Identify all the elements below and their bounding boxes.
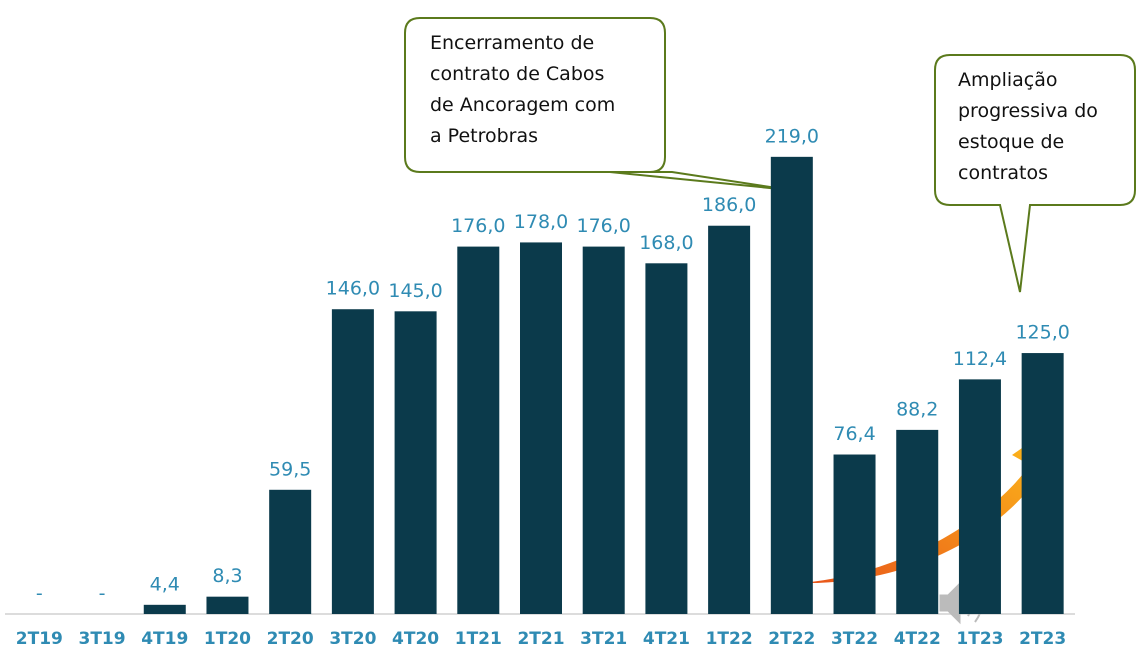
- value-label: 112,4: [953, 348, 1007, 370]
- x-tick-label: 4T21: [643, 629, 690, 649]
- x-tick-label: 3T21: [580, 629, 627, 649]
- page: {"chart_data": {"type": "bar", "categori…: [0, 0, 1139, 658]
- bar: [583, 247, 625, 614]
- x-tick-label: 2T21: [517, 629, 564, 649]
- value-label: 186,0: [702, 194, 756, 216]
- bar: [959, 379, 1001, 614]
- bar: [771, 157, 813, 614]
- annotation-text: Ampliação: [958, 69, 1057, 91]
- bar: [144, 605, 186, 614]
- x-tick-label: 2T23: [1019, 629, 1066, 649]
- x-tick-label: 1T21: [455, 629, 502, 649]
- annotation-text: progressiva do: [958, 100, 1098, 122]
- value-label: 176,0: [577, 215, 631, 237]
- x-tick-label: 3T22: [831, 629, 878, 649]
- bar: [457, 247, 499, 614]
- value-label: -: [36, 583, 43, 605]
- annotation-text: de Ancoragem com: [430, 94, 615, 116]
- bar: [520, 242, 562, 614]
- value-label: 178,0: [514, 211, 568, 233]
- bar: [269, 490, 311, 614]
- value-label: 219,0: [765, 125, 819, 147]
- value-label: 88,2: [896, 398, 938, 420]
- value-label: 125,0: [1015, 322, 1069, 344]
- value-label: 4,4: [150, 573, 180, 595]
- bar: [206, 597, 248, 614]
- bar: [834, 455, 876, 614]
- x-tick-label: 4T20: [392, 629, 439, 649]
- value-label: 76,4: [833, 423, 875, 445]
- x-tick-label: 1T23: [956, 629, 1003, 649]
- value-label: 176,0: [451, 215, 505, 237]
- annotation-text: Encerramento de: [430, 32, 594, 54]
- x-tick-label: 1T20: [204, 629, 251, 649]
- x-tick-label: 3T19: [79, 629, 126, 649]
- x-tick-label: 1T22: [706, 629, 753, 649]
- x-tick-label: 2T22: [768, 629, 815, 649]
- bar: [708, 226, 750, 614]
- value-label: 146,0: [326, 278, 380, 300]
- annotation-text: contratos: [958, 162, 1048, 184]
- x-tick-label: 4T22: [894, 629, 941, 649]
- value-label: 168,0: [639, 232, 693, 254]
- x-tick-label: 2T19: [16, 629, 63, 649]
- annotation-text: estoque de: [958, 131, 1064, 153]
- chart: - 2T19 - 3T19 4,4 4T19 8,3 1T20 59,5 2T20 146,0 3T2…: [0, 0, 1139, 658]
- value-label: 8,3: [212, 565, 242, 587]
- bar: [1022, 353, 1064, 614]
- value-label: 145,0: [388, 280, 442, 302]
- bar: [395, 311, 437, 614]
- annotation-text: a Petrobras: [430, 125, 538, 147]
- x-tick-label: 2T20: [267, 629, 314, 649]
- x-tick-label: 4T19: [141, 629, 188, 649]
- value-label: -: [99, 583, 106, 605]
- bar: [896, 430, 938, 614]
- annotation-text: contrato de Cabos: [430, 63, 604, 85]
- bar: [645, 263, 687, 614]
- bar: [332, 309, 374, 614]
- x-tick-label: 3T20: [329, 629, 376, 649]
- value-label: 59,5: [269, 458, 311, 480]
